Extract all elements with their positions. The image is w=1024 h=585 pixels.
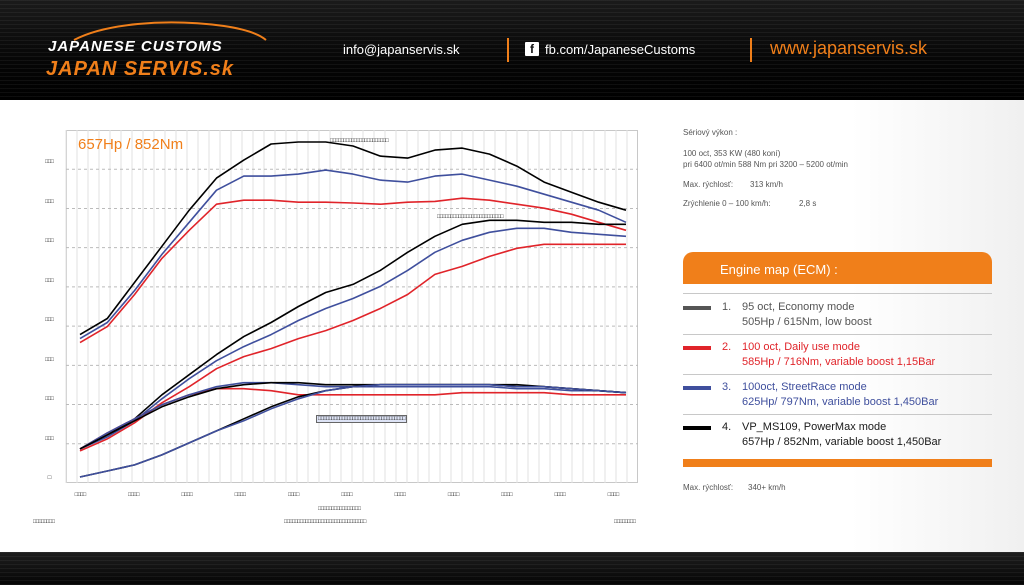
mode-number: 2. [722,341,732,353]
mode-swatch [683,426,711,430]
ecm-separator [683,293,992,294]
mode-details: 625Hp/ 797Nm, variable boost 1,450Bar [742,396,939,408]
mode-details: 657Hp / 852Nm, variable boost 1,450Bar [742,436,942,448]
x-tick-label: □□□□ [447,492,460,498]
mode-swatch [683,306,711,310]
mode-swatch [683,346,711,350]
series-line-2 [79,169,627,340]
series-line-5 [79,227,627,450]
x-tick-label: □□□□ [287,492,300,498]
mode-number: 3. [722,381,732,393]
ecm-title: Engine map (ECM) : [720,262,838,277]
legend-label-top: □□□□□□□□□□□□□□□□□□□□□□ [330,138,389,144]
car-silhouette-icon [73,21,267,41]
chart-title: 657Hp / 852Nm [78,136,184,153]
specs-title: Sériový výkon : [683,128,738,137]
x-tick-label: □□□□ [554,492,566,498]
specs-accel-label: Zrýchlenie 0 – 100 km/h: [683,199,771,208]
mode-name: 100oct, StreetRace mode [742,381,867,393]
ecm-separator [683,334,992,335]
website-link[interactable]: www.japanservis.sk [770,38,928,58]
series-line-3 [79,141,627,336]
mode-name: 95 oct, Economy mode [742,301,855,313]
x-tick-label: □□□□ [234,492,247,498]
specs-accel-value: 2,8 s [799,199,817,208]
header-stripes [0,0,1024,100]
footer-stripes [0,552,1024,585]
center-axis-caption: □□□□□□□□□□□□□□□□□□□□□□□□□□□□□□□ [284,519,366,525]
footer-bar [0,552,1024,585]
specs-max-speed-label: Max. rýchlosť: [683,180,734,189]
mode-name: 100 oct, Daily use mode [742,341,861,353]
logo-top-text: JAPANESE CUSTOMS [48,38,223,55]
ecm-header [683,252,992,284]
mode-number: 1. [722,301,732,313]
y-tick-label: □□□ [45,238,54,244]
x-tick-label: □□□□ [181,492,193,498]
y-tick-label: □□□ [45,356,54,363]
specs-line-2: pri 6400 ot/min 588 Nm pri 3200 – 5200 o… [683,160,848,169]
mode-details: 585Hp / 716Nm, variable boost 1,15Bar [742,356,936,368]
ecm-footer-bar [683,459,992,467]
y-tick-label: □□□ [45,277,54,284]
email-link[interactable]: info@japanservis.sk [343,42,460,57]
footer-max-speed-label: Max. rýchlosť: [683,483,734,492]
y-tick-label: □ [47,475,52,481]
header-bar: JAPANESE CUSTOMS JAPAN SERVIS.sk info@ja… [0,0,1024,100]
series-line-1 [79,197,627,344]
ecm-separator [683,374,992,375]
specs-line-1: 100 oct, 353 KW (480 koní) [683,149,781,158]
logo[interactable]: JAPANESE CUSTOMS JAPAN SERVIS.sk [44,16,274,86]
left-axis-caption: □□□□□□□□ [33,519,55,525]
divider [750,38,752,62]
series-line-4 [79,243,626,452]
mode-swatch [683,386,711,390]
divider [507,38,509,62]
legend-label-right: □□□□□□□□□□□□□□□□□□□□□□□□□ [437,214,504,220]
specs-max-speed-value: 313 km/h [750,180,783,189]
y-tick-label: □□□ [45,317,54,323]
facebook-link[interactable]: fb.com/JapaneseCustoms [545,42,696,57]
series-line-6 [79,219,626,450]
y-tick-label: □□□ [45,159,54,165]
x-tick-label: □□□□ [394,492,407,498]
footer-max-speed-value: 340+ km/h [748,483,786,492]
mode-number: 4. [722,421,732,433]
mode-name: VP_MS109, PowerMax mode [742,421,887,433]
x-tick-label: □□□□ [607,492,620,498]
x-tick-label: □□□□ [501,492,513,498]
right-panel-background [640,100,1024,552]
ecm-separator [683,414,992,415]
series-line-11 [79,383,627,478]
logo-bottom-text: JAPAN SERVIS.sk [46,58,235,80]
x-tick-label: □□□□ [128,492,140,498]
legend-label-bottom: □□□□□□□□□□□□□□□□□□□□□□□□□□□□□□□□□ [316,415,407,423]
y-tick-label: □□□ [45,435,54,442]
y-tick-label: □□□ [45,198,54,205]
x-axis-title: □□□□□□□□□□□□□□□□ [318,506,361,512]
facebook-icon: f [525,42,539,56]
right-axis-caption: □□□□□□□□ [614,519,636,525]
x-tick-label: □□□□ [341,492,353,498]
x-tick-label: □□□□ [74,492,87,498]
y-tick-label: □□□ [45,396,54,402]
mode-details: 505Hp / 615Nm, low boost [742,316,872,328]
